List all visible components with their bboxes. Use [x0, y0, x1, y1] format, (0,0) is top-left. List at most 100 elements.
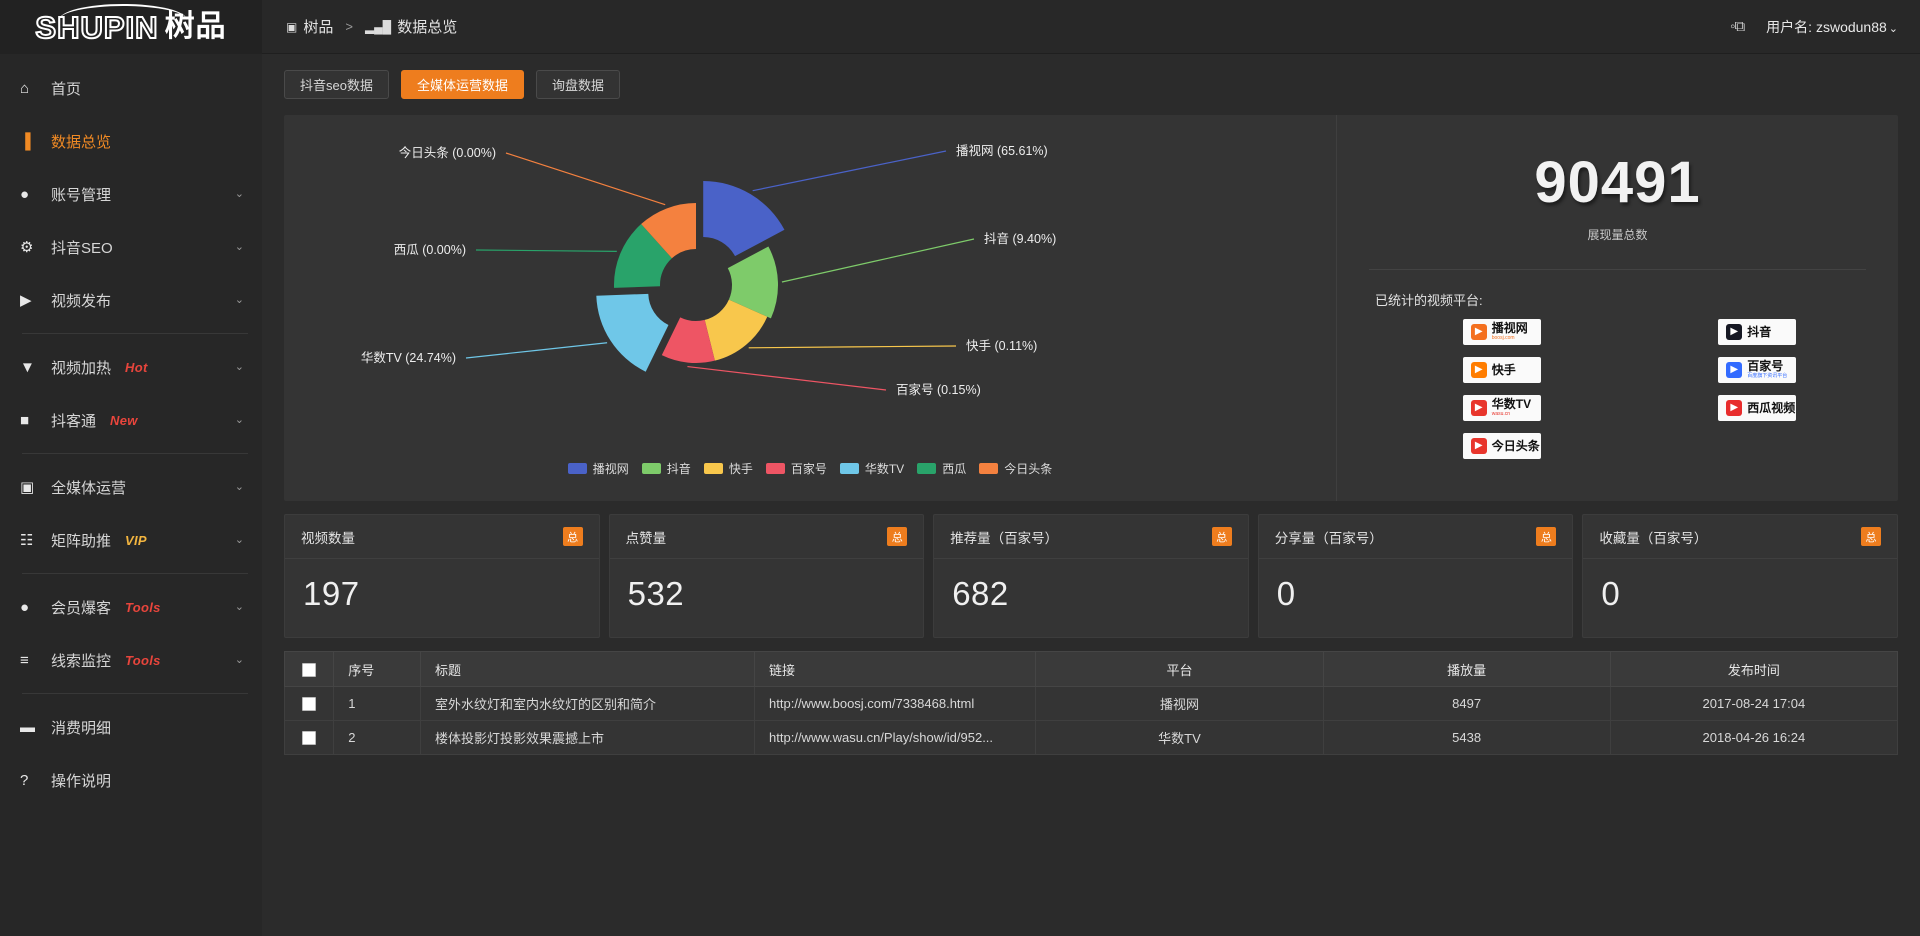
sidebar-item-1[interactable]: ▐ 数据总览 — [0, 121, 262, 161]
pie-slice-0[interactable] — [703, 180, 785, 257]
table-row[interactable]: 2 楼体投影灯投影效果震撼上市 http://www.wasu.cn/Play/sh… — [283, 720, 1899, 755]
sidebar-item-badge: VIP — [125, 532, 147, 548]
sidebar-item-6[interactable]: ■ 抖客通 New ⌄ — [0, 400, 262, 440]
legend-item-1[interactable]: 抖音 — [641, 460, 691, 477]
platform-name: 抖音 — [1747, 324, 1772, 339]
chevron-down-icon[interactable]: ⌄ — [234, 293, 244, 306]
sidebar-item-badge: New — [110, 412, 138, 428]
platform-chip-2[interactable]: ▶ 快手 — [1462, 356, 1541, 383]
chevron-down-icon[interactable]: ⌄ — [234, 360, 244, 373]
user-menu[interactable]: 用户名: zswodun88 ⌄ — [1766, 17, 1898, 37]
platform-chip-0[interactable]: ▶ 播视网 boosj.com — [1462, 318, 1541, 345]
kpi-card-4: 收藏量（百家号） 总 0 — [1582, 514, 1898, 638]
fullscreen-icon[interactable]: ◦⧉ — [1730, 18, 1745, 35]
pie-slice-2[interactable] — [704, 299, 768, 361]
platform-subtitle: wasu.cn — [1491, 411, 1511, 418]
row-time: 2017-08-24 17:04 — [1609, 686, 1899, 721]
kpi-card-title: 视频数量 — [301, 530, 355, 546]
table-header-3: 链接 — [754, 651, 1037, 687]
platform-chip-3[interactable]: ▶ 百家号 百度旗下资讯平台 — [1718, 356, 1797, 383]
chevron-down-icon[interactable]: ⌄ — [234, 187, 244, 200]
row-plays: 8497 — [1322, 686, 1611, 721]
sidebar-item-9[interactable]: ● 会员爆客 Tools ⌄ — [0, 587, 262, 627]
sidebar-item-11[interactable]: ▬ 消费明细 — [0, 707, 262, 747]
pie-slice-4[interactable] — [596, 293, 669, 372]
pie-slice-5[interactable] — [614, 224, 672, 288]
platform-name: 播视网 — [1491, 321, 1528, 336]
sidebar-item-label: 视频发布 — [51, 292, 112, 310]
sidebar-item-badge: Tools — [125, 599, 161, 615]
legend-item-4[interactable]: 华数TV — [839, 460, 904, 477]
brand-logo[interactable]: SHUPIN 树品 — [0, 0, 262, 54]
platform-name: 百家号 — [1747, 359, 1784, 374]
row-link[interactable]: http://www.wasu.cn/Play/show/id/952... — [754, 720, 1037, 755]
row-checkbox[interactable] — [302, 731, 317, 746]
kpi-card-header: 推荐量（百家号） 总 — [934, 515, 1248, 559]
sidebar-item-0[interactable]: ⌂ 首页 — [0, 68, 262, 108]
legend-item-3[interactable]: 百家号 — [765, 460, 827, 477]
question-circle-icon: ? — [20, 771, 29, 789]
sidebar-item-3[interactable]: ⚙ 抖音SEO ⌄ — [0, 227, 262, 267]
sidebar-item-label: 全媒体运营 — [51, 479, 127, 497]
breadcrumb-item-root[interactable]: ▣ 树品 — [286, 16, 333, 37]
platform-logo-icon: ▶ — [1470, 361, 1487, 378]
kpi-card-badge[interactable]: 总 — [1211, 527, 1232, 546]
legend-item-5[interactable]: 西瓜 — [917, 460, 966, 477]
legend-item-0[interactable]: 播视网 — [567, 460, 629, 477]
chevron-down-icon[interactable]: ⌄ — [234, 653, 244, 666]
chevron-down-icon[interactable]: ⌄ — [234, 240, 244, 253]
chevron-down-icon[interactable]: ⌄ — [234, 600, 244, 613]
select-all-checkbox[interactable] — [302, 662, 317, 677]
platform-chip-6[interactable]: ▶ 今日头条 — [1462, 432, 1541, 459]
row-link[interactable]: http://www.boosj.com/7338468.html — [754, 686, 1037, 721]
legend-swatch-icon — [641, 463, 661, 474]
row-checkbox-cell[interactable] — [283, 686, 335, 721]
row-checkbox[interactable] — [302, 697, 317, 712]
sidebar-item-5[interactable]: ▼ 视频加热 Hot ⌄ — [0, 347, 262, 387]
legend-swatch-icon — [917, 463, 937, 474]
tab-0[interactable]: 抖音seo数据 — [284, 70, 389, 99]
platform-name: 华数TV — [1491, 397, 1532, 412]
sidebar-item-12[interactable]: ? 操作说明 — [0, 760, 262, 800]
platform-chip-4[interactable]: ▶ 华数TV wasu.cn — [1462, 394, 1541, 421]
platform-chip-5[interactable]: ▶ 西瓜视频 — [1718, 394, 1797, 421]
pie-slice-3[interactable] — [661, 317, 715, 363]
pie-leader-line-1 — [781, 238, 975, 283]
legend-item-6[interactable]: 今日头条 — [979, 460, 1052, 477]
sidebar-item-2[interactable]: ● 账号管理 ⌄ — [0, 174, 262, 214]
row-title[interactable]: 室外水纹灯和室内水纹灯的区别和简介 — [419, 686, 756, 721]
breadcrumb-item-current[interactable]: ▂▄█ 数据总览 — [365, 16, 457, 37]
tab-1[interactable]: 全媒体运营数据 — [400, 70, 524, 99]
sidebar-item-7[interactable]: ▣ 全媒体运营 ⌄ — [0, 467, 262, 507]
donut-chart-svg[interactable]: 播视网 (65.61%) 抖音 (9.40%) 快手 (0.11%) 百家号 (0.1… — [284, 115, 1284, 455]
row-title[interactable]: 楼体投影灯投影效果震撼上市 — [419, 720, 756, 755]
chevron-down-icon[interactable]: ⌄ — [234, 533, 244, 546]
legend-swatch-icon — [979, 463, 999, 474]
table-row[interactable]: 1 室外水纹灯和室内水纹灯的区别和简介 http://www.boosj.com/7… — [283, 686, 1899, 721]
kpi-card-badge[interactable]: 总 — [562, 527, 583, 546]
breadcrumb-current-label: 数据总览 — [397, 19, 458, 36]
sidebar-item-8[interactable]: ☷ 矩阵助推 VIP ⌄ — [0, 520, 262, 560]
pie-label-4: 华数TV (24.74%) — [361, 350, 456, 365]
row-checkbox-cell[interactable] — [283, 720, 335, 755]
kpi-card-badge[interactable]: 总 — [887, 527, 908, 546]
kpi-card-badge[interactable]: 总 — [1536, 527, 1557, 546]
chart-bar-icon: ▐ — [20, 132, 31, 150]
pie-slice-1[interactable] — [727, 246, 778, 319]
legend-item-2[interactable]: 快手 — [703, 460, 753, 477]
sidebar-item-10[interactable]: ≡ 线索监控 Tools ⌄ — [0, 640, 262, 680]
kpi-card-badge[interactable]: 总 — [1860, 527, 1881, 546]
sidebar-item-badge: Hot — [125, 359, 148, 375]
legend-label: 西瓜 — [942, 462, 967, 476]
chevron-down-icon[interactable]: ⌄ — [234, 413, 244, 426]
sidebar-item-4[interactable]: ▶ 视频发布 ⌄ — [0, 280, 262, 320]
pie-slice-6[interactable] — [641, 203, 696, 259]
tab-2[interactable]: 询盘数据 — [535, 70, 620, 99]
pie-leader-line-4 — [465, 342, 608, 359]
pie-leader-line-0 — [752, 150, 947, 192]
summary-panel: 90491 展现量总数 已统计的视频平台: ▶ 播视网 boosj.com ▶ 抖音 ▶ 快… — [1336, 115, 1898, 501]
platform-logo-icon: ▶ — [1726, 399, 1743, 416]
platform-chip-1[interactable]: ▶ 抖音 — [1718, 318, 1797, 345]
grid-icon: ☷ — [20, 532, 34, 549]
chevron-down-icon[interactable]: ⌄ — [234, 480, 244, 493]
